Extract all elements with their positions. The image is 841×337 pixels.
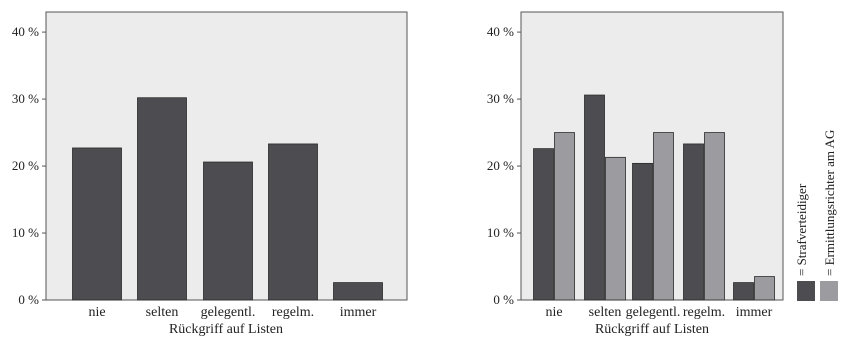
- bar-selten-series1: [584, 94, 605, 301]
- x-axis-label-left: Rückgriff auf Listen: [169, 322, 283, 337]
- y-tick-label: 10 %: [12, 225, 39, 240]
- bar-immer: [333, 282, 383, 301]
- bars-left: [72, 97, 383, 301]
- x-axis-left: nie selten gelegentl. regelm. immer: [88, 305, 376, 320]
- y-tick-label: 40 %: [487, 24, 514, 39]
- x-tick-label: selten: [589, 305, 622, 320]
- y-tick-label: 40 %: [12, 24, 39, 39]
- x-axis-label-right: Rückgriff auf Listen: [595, 322, 709, 337]
- x-axis-right: nie selten gelegentl. regelm. immer: [545, 305, 772, 320]
- x-tick-label: nie: [545, 305, 562, 320]
- y-tick-label: 20 %: [487, 158, 514, 173]
- y-tick-label: 30 %: [487, 91, 514, 106]
- bar-immer-series1: [733, 282, 754, 301]
- x-tick-label: immer: [340, 305, 377, 320]
- bar-regelm: [268, 143, 318, 301]
- bar-selten-series2: [605, 156, 626, 301]
- x-tick-label: immer: [736, 305, 773, 320]
- bar-immer-series2: [754, 276, 775, 301]
- legend-swatch-strafverteidiger: [797, 281, 815, 301]
- bar-nie-series1: [533, 148, 554, 301]
- bar-gelegentl: [203, 161, 253, 301]
- y-tick-label: 0 %: [18, 292, 39, 307]
- bar-regelm-series2: [704, 132, 725, 301]
- x-tick-label: gelegentl.: [201, 305, 256, 320]
- x-tick-label: regelm.: [272, 305, 314, 320]
- bar-nie-series2: [554, 132, 575, 301]
- y-tick-label: 10 %: [487, 225, 514, 240]
- x-tick-label: regelm.: [683, 305, 725, 320]
- bar-nie: [72, 147, 122, 301]
- y-tick-label: 0 %: [493, 292, 514, 307]
- y-tick-label: 20 %: [12, 158, 39, 173]
- legend-label-strafverteidiger: = Strafverteidiger: [794, 183, 809, 276]
- bars-right: [533, 94, 775, 301]
- y-axis-left: 0 % 10 % 20 % 30 % 40 %: [12, 24, 46, 307]
- legend-label-ermittlungsrichter: = Ermittlungsrichter am AG: [822, 130, 837, 276]
- bar-regelm-series1: [683, 143, 704, 301]
- bar-selten: [137, 97, 187, 301]
- y-axis-right: 0 % 10 % 20 % 30 % 40 %: [487, 24, 521, 307]
- legend-swatch-ermittlungsrichter: [820, 281, 838, 301]
- y-tick-label: 30 %: [12, 91, 39, 106]
- x-tick-label: gelegentl.: [626, 305, 681, 320]
- x-tick-label: selten: [146, 305, 179, 320]
- legend: = Strafverteidiger = Ermittlungsrichter …: [794, 130, 838, 301]
- bar-gelegentl-series1: [632, 162, 653, 301]
- chart-right: 0 % 10 % 20 % 30 % 40 % nie selten gelegentl. r…: [487, 11, 784, 337]
- bar-gelegentl-series2: [653, 132, 674, 301]
- chart-left: 0 % 10 % 20 % 30 % 40 % nie selten gelegentl. r…: [12, 11, 408, 337]
- x-tick-label: nie: [88, 305, 105, 320]
